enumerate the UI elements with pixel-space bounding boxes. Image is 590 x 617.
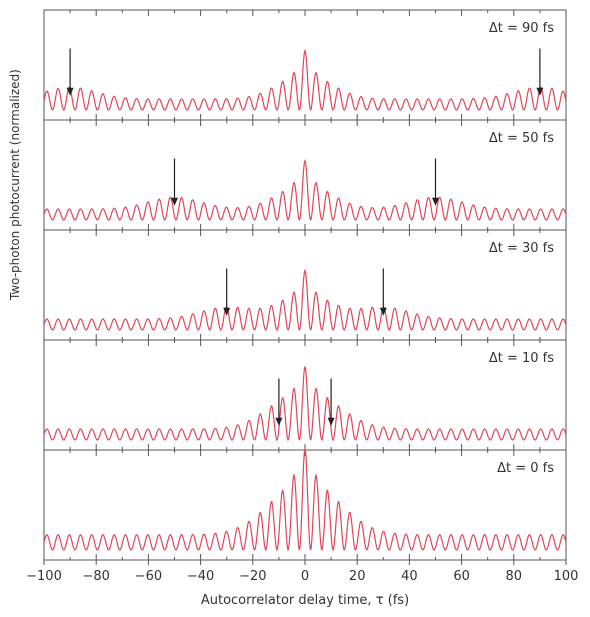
- x-tick-label: 40: [401, 569, 418, 584]
- panel-label: Δt = 10 fs: [489, 351, 554, 366]
- panel-label: Δt = 90 fs: [489, 21, 554, 36]
- series-line: [43, 268, 567, 331]
- series-line: [43, 158, 567, 221]
- x-axis-label: Autocorrelator delay time, τ (fs): [201, 593, 409, 608]
- y-axis-label: Two-photon photocurrent (normalized): [8, 69, 22, 300]
- x-tick-label: −80: [82, 569, 109, 584]
- series-line: [43, 48, 567, 111]
- x-tick-label: 100: [554, 569, 579, 584]
- arrow-head: [66, 87, 74, 96]
- x-tick-label: 60: [453, 569, 470, 584]
- x-tick-label: −20: [239, 569, 266, 584]
- panel-label: Δt = 30 fs: [489, 241, 554, 256]
- x-tick-label: −100: [26, 569, 62, 584]
- series-line: [43, 366, 567, 442]
- x-tick-label: 0: [301, 569, 309, 584]
- arrow-head: [171, 197, 178, 206]
- panel-frame: [43, 229, 567, 341]
- series-line: [43, 448, 567, 552]
- arrow-head: [223, 307, 231, 316]
- x-tick-label: −60: [135, 569, 162, 584]
- x-tick-label: 80: [506, 569, 523, 584]
- arrow-head: [275, 417, 283, 426]
- x-tick-label: 20: [349, 569, 366, 584]
- panel-frame: [43, 339, 567, 451]
- panel-label: Δt = 0 fs: [497, 461, 554, 476]
- arrow-head: [327, 417, 335, 426]
- x-tick-label: −40: [187, 569, 214, 584]
- arrow-head: [432, 197, 439, 206]
- arrow-head: [379, 307, 387, 316]
- panel-label: Δt = 50 fs: [489, 131, 554, 146]
- arrow-head: [536, 87, 544, 96]
